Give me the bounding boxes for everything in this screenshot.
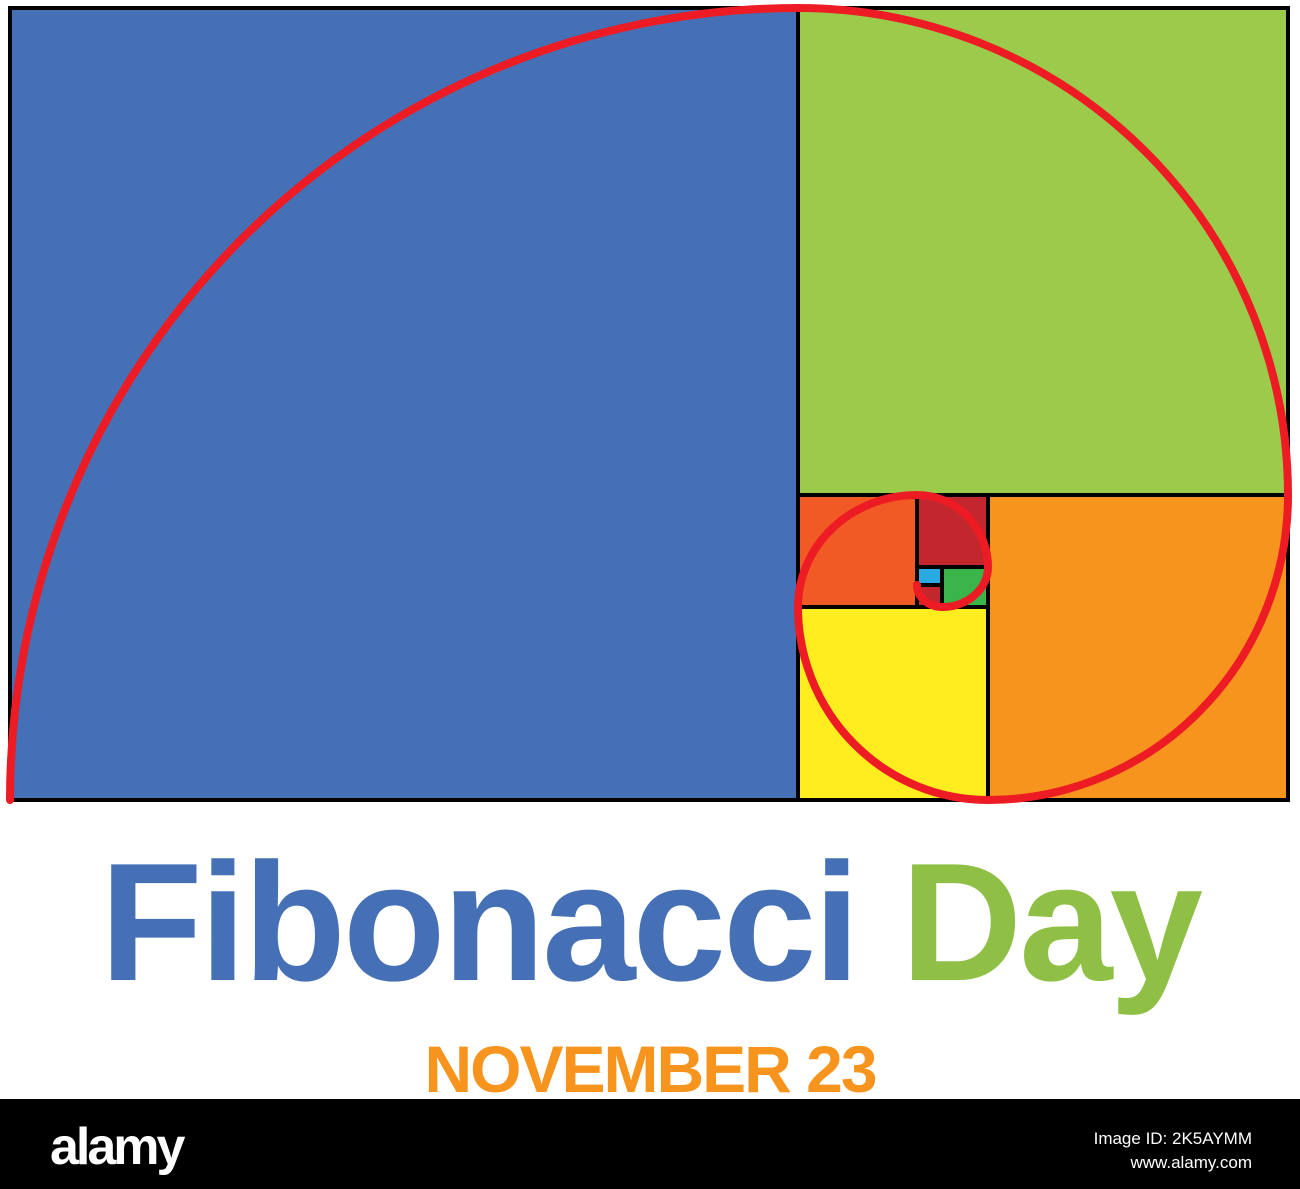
square-small-blue	[915, 565, 944, 587]
title-day: Day	[900, 828, 1203, 1016]
title-fibonacci: Fibonacci	[99, 828, 860, 1016]
golden-spiral-illustration	[6, 3, 1293, 805]
square-yellow	[796, 605, 990, 802]
square-green	[796, 6, 1290, 497]
alamy-logo: alamy	[50, 1118, 185, 1176]
page-title: Fibonacci Day	[0, 838, 1300, 1006]
watermark-bar: alamy Image ID: 2K5AYMM www.alamy.com	[0, 1099, 1300, 1189]
square-blue	[8, 6, 800, 802]
fibonacci-spiral	[6, 3, 1293, 805]
date-label: NOVEMBER 23	[424, 1032, 877, 1106]
square-orange	[986, 493, 1290, 802]
watermark-meta: Image ID: 2K5AYMM www.alamy.com	[1094, 1127, 1252, 1175]
image-id: Image ID: 2K5AYMM	[1093, 1129, 1252, 1148]
watermark-url: www.alamy.com	[1130, 1153, 1252, 1172]
